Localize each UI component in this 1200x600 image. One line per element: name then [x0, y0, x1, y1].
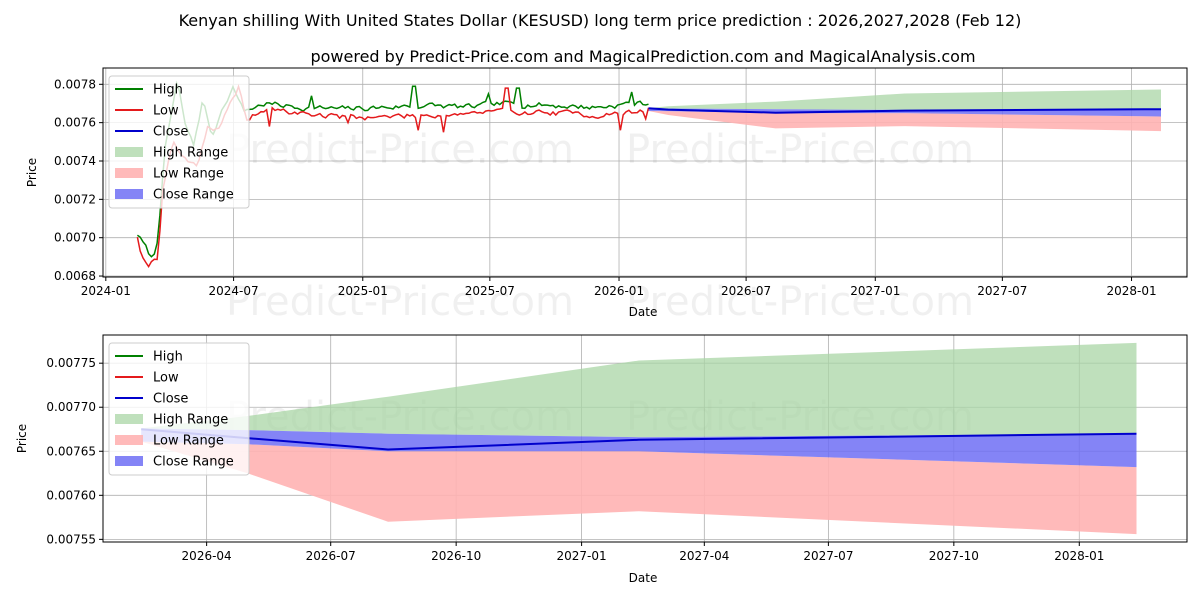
legend-close-label: Close [153, 125, 188, 140]
x-tick-label: 2024-07 [209, 284, 259, 298]
y-tick-label: 0.0068 [54, 269, 96, 283]
y-axis-label: Price [15, 424, 29, 453]
close-range-band [141, 428, 1137, 468]
chart-title: Kenyan shilling With United States Dolla… [179, 11, 1022, 30]
legend-box [108, 75, 250, 209]
y-tick-label: 0.00770 [46, 400, 96, 414]
x-axis-label: Date [629, 571, 658, 585]
y-tick-label: 0.0076 [54, 116, 96, 130]
y-tick-label: 0.00760 [46, 488, 96, 502]
legend-close_range-swatch [115, 189, 143, 199]
watermark-text: Predict-Price.com [626, 279, 974, 325]
y-tick-label: 0.0072 [54, 192, 96, 206]
x-tick-label: 2027-01 [850, 284, 900, 298]
y-tick-label: 0.00765 [46, 444, 96, 458]
x-tick-label: 2027-01 [557, 549, 607, 563]
legend-low_range-label: Low Range [153, 167, 224, 182]
legend-close-label: Close [153, 392, 188, 407]
plot-area [141, 342, 1137, 535]
low-range-band [141, 441, 1137, 535]
legend-high_range-label: High Range [153, 146, 228, 161]
x-tick-label: 2027-07 [977, 284, 1027, 298]
watermark-text: Predict-Price.com [626, 127, 974, 173]
watermark-text: Predict-Price.com [226, 279, 574, 325]
x-tick-label: 2027-04 [679, 549, 729, 563]
high-range-band [141, 342, 1137, 438]
legend-low_range-label: Low Range [153, 434, 224, 449]
x-tick-label: 2025-07 [465, 284, 515, 298]
x-axis-label: Date [629, 305, 658, 319]
x-tick-label: 2024-01 [81, 284, 131, 298]
plot-area [136, 80, 1162, 269]
legend-high_range-swatch [115, 414, 143, 424]
high-range-band [648, 89, 1161, 110]
x-tick-label: 2028-01 [1054, 549, 1104, 563]
y-tick-label: 0.0078 [54, 77, 96, 91]
legend: High Low Close High Range Low Range Close Ran… [108, 75, 250, 209]
y-tick-label: 0.0074 [54, 154, 96, 168]
y-axis-label: Price [25, 158, 39, 187]
legend-close_range-swatch [115, 456, 143, 466]
legend-box [108, 342, 250, 476]
x-tick-label: 2026-10 [431, 549, 481, 563]
x-tick-label: 2025-01 [338, 284, 388, 298]
chart-subtitle: powered by Predict-Price.com and Magical… [310, 47, 975, 66]
y-tick-label: 0.00775 [46, 356, 96, 370]
x-tick-label: 2026-07 [306, 549, 356, 563]
y-tick-label: 0.00755 [46, 532, 96, 546]
legend-high_range-label: High Range [153, 413, 228, 428]
legend-low-label: Low [153, 104, 179, 119]
legend-high_range-swatch [115, 147, 143, 157]
x-tick-label: 2028-01 [1106, 284, 1156, 298]
legend-low_range-swatch [115, 435, 143, 445]
x-tick-label: 2026-07 [721, 284, 771, 298]
history-panel: Predict-Price.com Predict-Price.com Predic… [25, 67, 1188, 325]
legend-close_range-label: Close Range [153, 188, 234, 203]
x-tick-label: 2026-04 [182, 549, 232, 563]
watermark-text: Predict-Price.com [226, 127, 574, 173]
legend-low-label: Low [153, 371, 179, 386]
legend-high-label: High [153, 83, 183, 98]
close-series-line [648, 107, 1162, 114]
y-tick-label: 0.0070 [54, 231, 96, 245]
low-range-band [648, 111, 1161, 132]
x-tick-label: 2027-07 [803, 549, 853, 563]
legend-high-label: High [153, 350, 183, 365]
axes-frame [102, 334, 1188, 543]
legend: High Low Close High Range Low Range Close Ran… [108, 342, 250, 476]
legend-close_range-label: Close Range [153, 455, 234, 470]
prediction-zoom-panel: Predict-Price.comPredict-Price.com2026-0… [15, 334, 1188, 585]
x-tick-label: 2027-10 [929, 549, 979, 563]
legend-low_range-swatch [115, 168, 143, 178]
axes-frame [102, 67, 1188, 278]
x-tick-label: 2026-01 [594, 284, 644, 298]
